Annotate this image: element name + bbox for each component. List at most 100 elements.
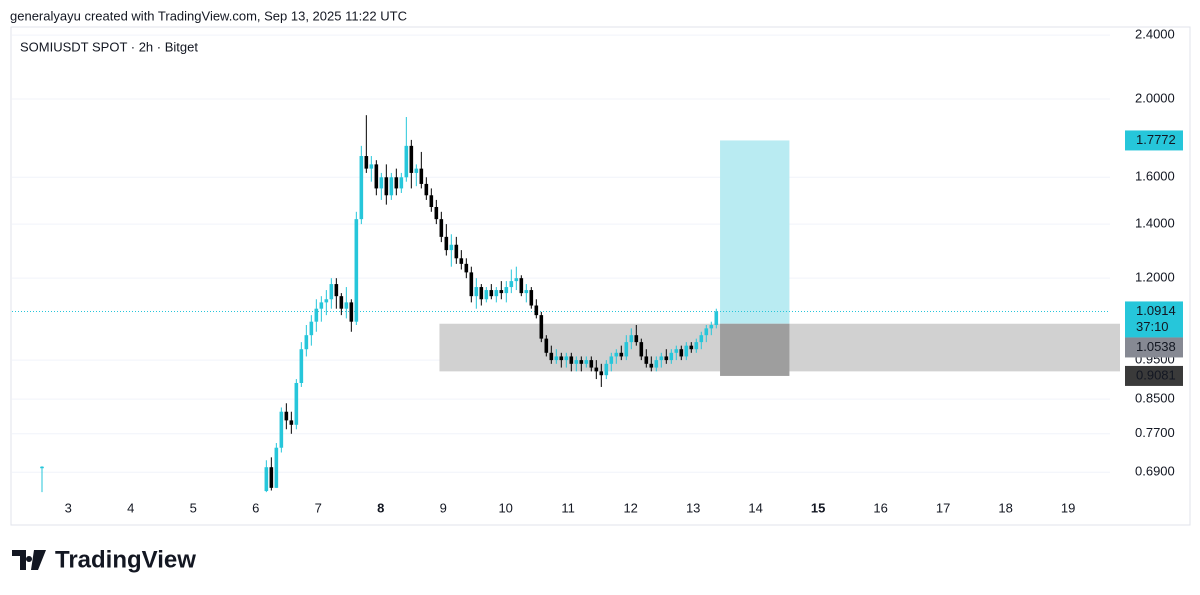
price-label-box <box>1125 130 1183 151</box>
candle-body <box>279 411 284 448</box>
candle-body <box>609 356 614 364</box>
candle-body <box>469 272 474 297</box>
candle-body <box>299 349 304 383</box>
candle-body <box>584 360 589 364</box>
candle-body <box>364 156 369 169</box>
candle-body <box>689 345 694 350</box>
x-tick-label: 4 <box>127 500 134 515</box>
candle-body <box>654 360 659 368</box>
candle-body <box>559 356 564 361</box>
candle-body <box>579 360 584 364</box>
x-tick-label: 16 <box>873 500 887 515</box>
candle-body <box>424 183 429 196</box>
x-tick-label: 11 <box>561 500 575 515</box>
candle-body <box>379 177 384 189</box>
candle-body <box>664 356 669 361</box>
logo-icon <box>12 550 46 570</box>
candle-body <box>404 145 409 178</box>
candle-body <box>554 356 559 361</box>
stop-area <box>720 323 790 376</box>
candle-body <box>344 302 349 309</box>
candle-body <box>684 345 689 357</box>
candle-body <box>409 145 414 173</box>
attribution: generalyayu created with TradingView.com… <box>10 8 407 23</box>
candle-body <box>679 349 684 357</box>
countdown-label: 37:10 <box>1136 319 1169 334</box>
candle-body <box>439 219 444 237</box>
candle-body <box>699 335 704 343</box>
candle-body <box>694 342 699 350</box>
logo-text: TradingView <box>55 546 196 573</box>
candle-body <box>309 321 314 336</box>
candle-body <box>399 177 404 189</box>
candle-body <box>414 168 419 173</box>
candle-body <box>619 352 624 357</box>
x-tick-label: 8 <box>377 500 384 515</box>
candle-body <box>524 290 529 294</box>
candle-body <box>614 352 619 357</box>
x-tick-label: 10 <box>498 500 512 515</box>
candle-body <box>449 244 454 251</box>
candle-body <box>634 335 639 343</box>
candle-body <box>369 164 374 169</box>
candle-body <box>494 290 499 297</box>
y-tick-label: 1.2000 <box>1135 270 1175 285</box>
candle-body <box>294 382 299 425</box>
price-label-box <box>1125 365 1183 386</box>
candle-body <box>264 467 269 492</box>
candle-body <box>644 356 649 364</box>
candle-body <box>514 278 519 282</box>
candle-body <box>429 195 434 208</box>
candle-body <box>359 156 364 220</box>
logo: TradingView <box>12 546 196 573</box>
candle-body <box>289 420 294 425</box>
candle-body <box>349 302 354 322</box>
candle-body <box>384 177 389 196</box>
y-tick-label: 0.7700 <box>1135 425 1175 440</box>
candle-body <box>274 447 279 488</box>
candle-body <box>599 371 604 376</box>
candle-body <box>589 360 594 368</box>
candle-body <box>504 287 509 294</box>
candle-body <box>314 308 319 322</box>
candle-body <box>629 335 634 343</box>
candle-body <box>434 207 439 220</box>
candle-body <box>479 287 484 300</box>
chart-title: SOMIUSDT SPOT · 2h · Bitget <box>20 39 198 54</box>
candle-body <box>319 302 324 309</box>
y-tick-label: 1.6000 <box>1135 169 1175 184</box>
candle-body <box>419 168 424 184</box>
y-tick-label: 0.6900 <box>1135 464 1175 479</box>
price-label-box <box>1125 337 1183 358</box>
y-tick-label: 2.0000 <box>1135 90 1175 105</box>
candle-body <box>454 244 459 259</box>
candle-body <box>284 411 289 421</box>
candle-body <box>669 352 674 361</box>
candle-body <box>444 236 449 251</box>
candle-body <box>484 290 489 300</box>
candle-body <box>534 305 539 316</box>
candle-body <box>334 284 339 297</box>
x-tick-label: 6 <box>252 500 259 515</box>
x-tick-label: 12 <box>623 500 637 515</box>
price-label-box <box>1125 301 1183 338</box>
candle-body <box>339 296 344 309</box>
candle-body <box>499 290 504 294</box>
chart-frame <box>10 26 1191 526</box>
candle-body <box>509 281 514 288</box>
candle-body <box>474 287 479 297</box>
candle-body <box>519 278 524 294</box>
y-tick-label: 1.4000 <box>1135 216 1175 231</box>
candle-body <box>649 363 654 368</box>
x-tick-label: 5 <box>190 500 197 515</box>
candle-body <box>539 315 544 339</box>
candle-body <box>40 466 44 469</box>
x-tick-label: 7 <box>315 500 322 515</box>
candle-body <box>659 356 664 361</box>
candle-body <box>544 338 549 353</box>
x-tick-label: 3 <box>65 500 72 515</box>
candle-body <box>639 342 644 357</box>
candle-body <box>564 356 569 361</box>
candle-body <box>269 467 274 488</box>
candle-body <box>354 219 359 322</box>
